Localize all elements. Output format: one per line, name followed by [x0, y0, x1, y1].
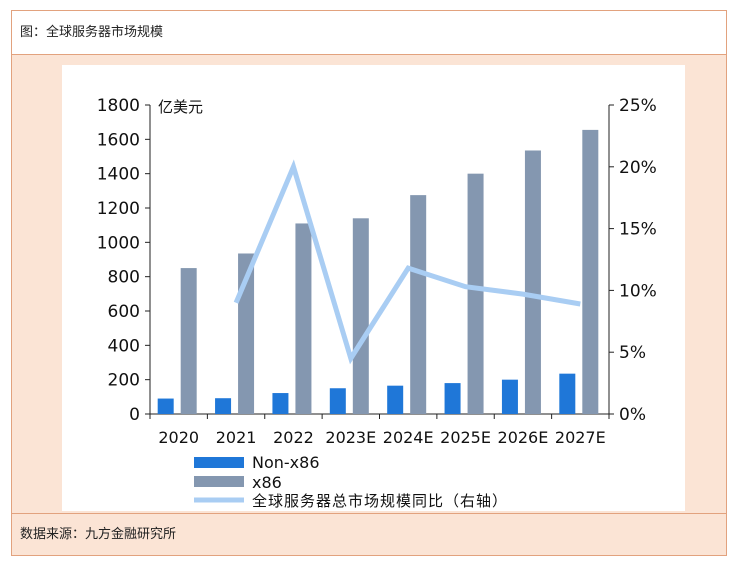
bar-x86 — [410, 195, 427, 414]
figure-title: 图：全球服务器市场规模 — [12, 11, 726, 55]
chart-svg: 0 200 400 600 800 1000 1200 1400 1600 1800 0% 5% 10%… — [97, 96, 657, 510]
bar-non-x86 — [329, 388, 346, 414]
x-tick-label: 2021 — [216, 428, 257, 447]
bar-x86 — [180, 268, 197, 414]
legend-swatch-x86 — [194, 476, 244, 487]
y-tick-label-left: 400 — [108, 336, 140, 356]
bar-non-x86 — [157, 398, 174, 414]
bar-x86 — [467, 173, 484, 414]
x-tick-label: 2026E — [498, 428, 549, 447]
y-tick-label-right: 15% — [619, 220, 657, 240]
y-tick-label-left: 1600 — [97, 130, 140, 150]
bar-x86 — [524, 150, 541, 414]
y-tick-label-left: 200 — [108, 371, 140, 391]
legend-label-x86: x86 — [252, 473, 282, 492]
y-tick-label-right: 5% — [619, 343, 646, 363]
x-tick-label: 2020 — [158, 428, 199, 447]
y-tick-label-right: 20% — [619, 158, 657, 178]
figure-frame: 图：全球服务器市场规模 0 200 400 600 800 1000 1200 1400 160… — [11, 10, 727, 556]
bar-x86 — [582, 129, 599, 414]
y-tick-label-left: 1200 — [97, 199, 140, 219]
x-tick-label: 2027E — [555, 428, 606, 447]
growth-line — [233, 159, 581, 365]
source-note: 数据来源：九方金融研究所 — [12, 513, 726, 555]
y-tick-label-left: 600 — [108, 302, 140, 322]
y-tick-label-left: 1000 — [97, 233, 140, 253]
bar-non-x86 — [387, 385, 404, 414]
y-tick-label-left: 0 — [129, 405, 140, 425]
chart-area: 0 200 400 600 800 1000 1200 1400 1600 1800 0% 5% 10%… — [12, 55, 726, 513]
y-tick-label-right: 0% — [619, 405, 646, 425]
bar-non-x86 — [444, 383, 461, 414]
legend-label-growth: 全球服务器总市场规模同比（右轴） — [252, 492, 508, 510]
y-axis-unit-label: 亿美元 — [158, 98, 203, 116]
x-tick-label: 2024E — [383, 428, 434, 447]
bar-non-x86 — [501, 379, 518, 414]
chart-panel: 0 200 400 600 800 1000 1200 1400 1600 1800 0% 5% 10%… — [62, 65, 685, 511]
x-tick-label: 2025E — [440, 428, 491, 447]
y-tick-label-right: 25% — [619, 96, 657, 116]
bar-non-x86 — [559, 373, 576, 414]
y-tick-label-left: 1400 — [97, 165, 140, 185]
x-tick-label: 2022 — [273, 428, 314, 447]
y-tick-label-left: 800 — [108, 268, 140, 288]
bar-non-x86 — [215, 398, 232, 414]
bar-x86 — [352, 218, 369, 414]
legend-swatch-non-x86 — [194, 457, 244, 468]
bar-x86 — [295, 223, 312, 414]
legend-label-non-x86: Non-x86 — [252, 453, 320, 472]
bar-non-x86 — [272, 393, 289, 414]
y-tick-label-right: 10% — [619, 281, 657, 301]
x-tick-label: 2023E — [325, 428, 376, 447]
y-tick-label-left: 1800 — [97, 96, 140, 116]
